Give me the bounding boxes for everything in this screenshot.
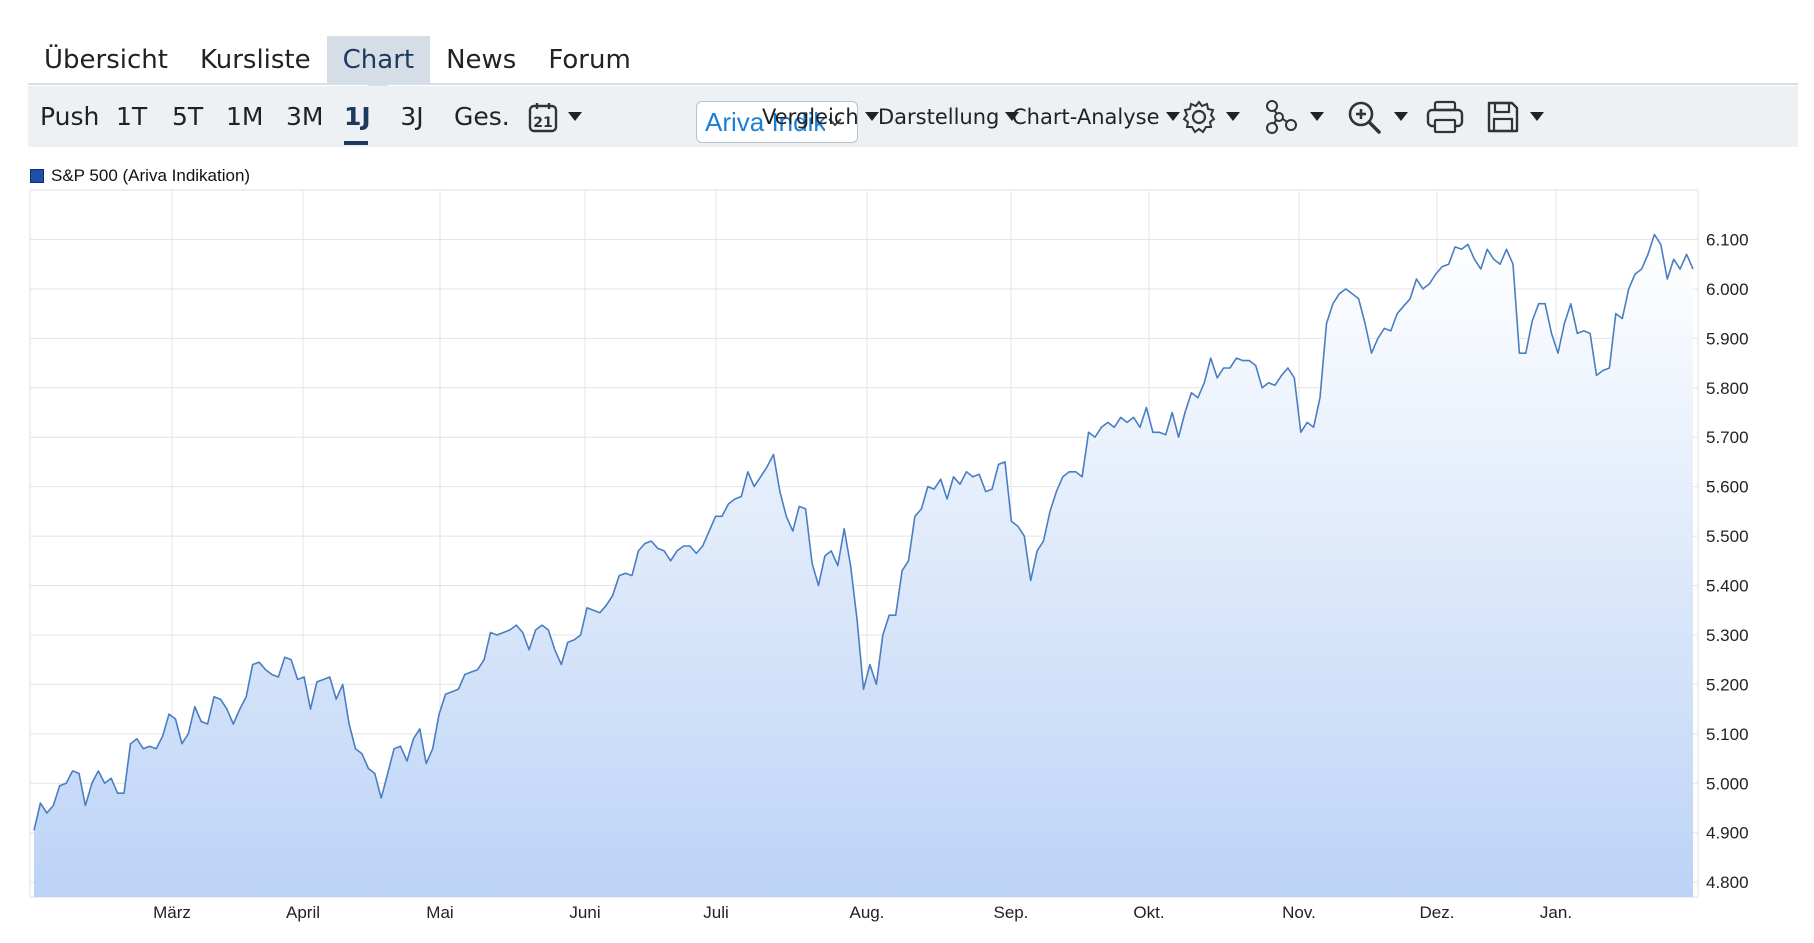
range-1t-button[interactable]: 1T	[116, 102, 148, 131]
y-tick-label: 5.400	[1706, 577, 1749, 596]
x-tick-label: Mai	[426, 903, 453, 922]
settings-button[interactable]	[1182, 86, 1240, 147]
y-tick-label: 5.600	[1706, 478, 1749, 497]
range-5t-button[interactable]: 5T	[172, 102, 204, 131]
network-icon	[1266, 99, 1297, 134]
y-tick-label: 5.200	[1706, 675, 1749, 694]
chevron-down-icon	[1394, 112, 1408, 121]
print-icon	[1426, 100, 1464, 133]
y-tick-label: 4.900	[1706, 824, 1749, 843]
chevron-down-icon	[1226, 112, 1240, 121]
price-line	[33, 233, 1694, 831]
x-tick-label: Sep.	[994, 903, 1029, 922]
chevron-down-icon	[1530, 112, 1544, 121]
chevron-down-icon	[828, 118, 842, 127]
legend-label: S&P 500 (Ariva Indikation)	[51, 166, 251, 185]
tab-underline	[28, 83, 1798, 85]
range-1j-button[interactable]: 1J	[344, 86, 371, 147]
chart-analyse-label: Chart-Analyse	[1012, 104, 1160, 129]
chevron-down-icon	[568, 112, 582, 121]
save-icon	[1487, 101, 1519, 132]
chevron-down-icon	[1310, 112, 1324, 121]
price-area	[34, 234, 1693, 897]
source-select-value: Ariva Indikation	[705, 106, 825, 137]
darstellung-label: Darstellung	[878, 104, 1000, 129]
chart-analyse-menu[interactable]: Chart-Analyse	[1012, 86, 1180, 147]
darstellung-menu[interactable]: Darstellung	[878, 86, 1020, 147]
y-tick-label: 4.800	[1706, 873, 1749, 892]
chevron-down-icon	[1005, 112, 1020, 121]
y-tick-label: 6.100	[1706, 230, 1749, 249]
zoom-button[interactable]	[1346, 86, 1408, 147]
y-tick-label: 5.100	[1706, 725, 1749, 744]
x-tick-label: Juni	[569, 903, 600, 922]
y-tick-label: 5.000	[1706, 774, 1749, 793]
x-tick-label: Juli	[703, 903, 729, 922]
source-select[interactable]: Ariva Indikation	[696, 101, 858, 143]
legend-swatch	[30, 169, 44, 183]
y-tick-label: 6.000	[1706, 280, 1749, 299]
x-tick-label: Dez.	[1420, 903, 1455, 922]
tab-kursliste[interactable]: Kursliste	[199, 44, 311, 75]
x-tick-label: Nov.	[1282, 903, 1316, 922]
tab-news[interactable]: News	[446, 44, 517, 75]
y-tick-label: 5.800	[1706, 379, 1749, 398]
chevron-down-icon	[1165, 112, 1180, 121]
indicators-button[interactable]	[1264, 86, 1324, 147]
calendar-button[interactable]: 21	[528, 86, 582, 147]
x-tick-label: März	[153, 903, 191, 922]
tab--bersicht[interactable]: Übersicht	[44, 44, 168, 75]
range-3j-button[interactable]: 3J	[400, 102, 424, 131]
x-tick-label: Okt.	[1133, 903, 1164, 922]
gear-icon	[1182, 99, 1216, 133]
tab-forum[interactable]: Forum	[548, 44, 631, 75]
x-tick-label: April	[286, 903, 320, 922]
x-tick-label: Aug.	[850, 903, 885, 922]
print-button[interactable]	[1426, 86, 1464, 147]
save-button[interactable]	[1486, 86, 1544, 147]
vergleich-label: Vergleich	[762, 104, 859, 129]
calendar-day: 21	[533, 115, 552, 131]
y-tick-label: 5.500	[1706, 527, 1749, 546]
chevron-down-icon	[864, 112, 879, 121]
zoom-in-icon	[1348, 101, 1381, 134]
y-tick-label: 5.300	[1706, 626, 1749, 645]
y-tick-label: 5.900	[1706, 329, 1749, 348]
calendar-icon: 21	[528, 102, 558, 132]
vergleich-menu[interactable]: Vergleich	[762, 86, 879, 147]
x-tick-label: Jan.	[1540, 903, 1572, 922]
chart-legend[interactable]: S&P 500 (Ariva Indikation)	[30, 166, 250, 186]
y-tick-label: 5.700	[1706, 428, 1749, 447]
